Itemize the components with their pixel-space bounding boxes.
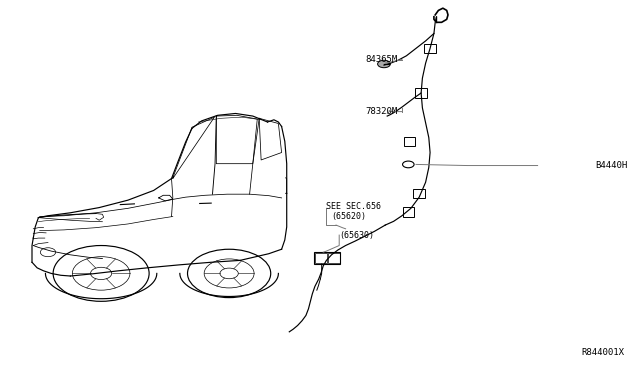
Bar <box>403 207 414 217</box>
Bar <box>413 189 425 198</box>
Bar <box>415 88 427 98</box>
Text: 84365M: 84365M <box>366 55 398 64</box>
Text: B4440H: B4440H <box>595 161 627 170</box>
Text: R844001X: R844001X <box>581 348 624 357</box>
Text: (65620): (65620) <box>332 212 367 221</box>
Circle shape <box>378 60 390 68</box>
Bar <box>314 252 340 264</box>
Bar <box>404 137 415 146</box>
Text: (65630): (65630) <box>339 231 374 240</box>
Text: SEE SEC.656: SEE SEC.656 <box>326 202 381 211</box>
Bar <box>424 44 436 53</box>
Bar <box>328 253 340 263</box>
Bar <box>315 253 327 263</box>
Text: 78320M: 78320M <box>366 107 398 116</box>
